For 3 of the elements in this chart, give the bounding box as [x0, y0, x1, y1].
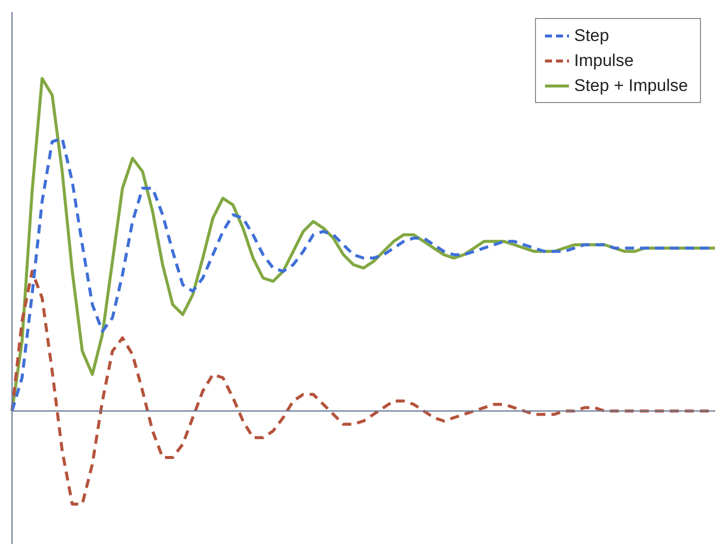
legend-label: Step + Impulse — [574, 76, 688, 96]
legend-label: Impulse — [574, 50, 634, 70]
legend-label: Step — [574, 26, 610, 46]
